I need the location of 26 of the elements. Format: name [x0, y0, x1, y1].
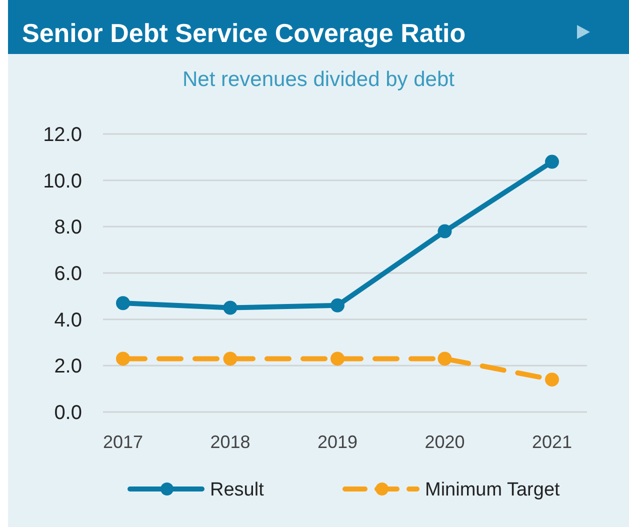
x-tick-label: 2020: [424, 432, 465, 452]
legend-label: Result: [210, 480, 265, 501]
point: [116, 352, 130, 366]
point: [545, 154, 559, 169]
legend-label: Minimum Target: [425, 480, 561, 501]
x-tick-label: 2018: [210, 432, 250, 452]
point: [438, 352, 452, 366]
y-tick-label: 10.0: [43, 170, 82, 192]
x-tick-label: 2019: [317, 432, 358, 452]
x-tick-label: 2021: [532, 432, 572, 452]
point: [223, 300, 238, 315]
point: [116, 296, 130, 310]
point: [223, 352, 238, 366]
y-tick-label: 8.0: [54, 216, 82, 239]
y-tick-label: 2.0: [54, 356, 82, 378]
chart-subtitle: Net revenues divided by debt: [182, 68, 455, 91]
point: [330, 352, 344, 366]
point: [545, 372, 559, 387]
y-tick-label: 6.0: [54, 263, 82, 285]
y-tick-label: 0.0: [54, 402, 82, 424]
y-tick-label: 4.0: [54, 309, 82, 332]
point: [330, 298, 344, 312]
x-tick-label: 2017: [102, 432, 144, 452]
point: [438, 224, 452, 238]
chart-title: Senior Debt Service Coverage Ratio: [22, 18, 466, 48]
y-tick-label: 12.0: [43, 124, 82, 146]
